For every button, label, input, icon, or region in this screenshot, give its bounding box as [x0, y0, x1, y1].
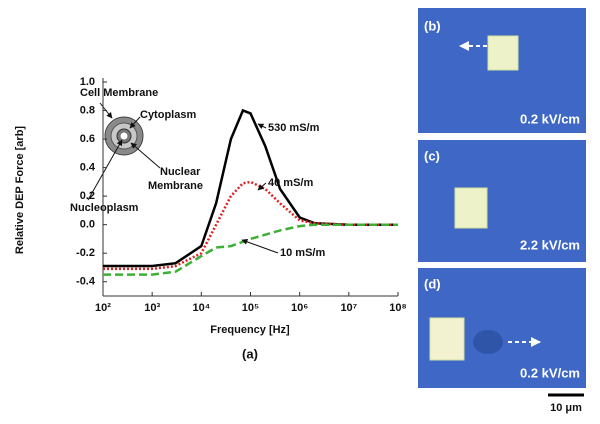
series-label: 10 mS/m — [280, 247, 325, 259]
series-line — [103, 108, 398, 268]
field-label: 0.2 kV/cm — [520, 111, 580, 126]
panel-label: (d) — [424, 276, 441, 291]
label-arrow — [241, 239, 279, 254]
x-tick-label: 10⁸ — [389, 302, 406, 314]
x-tick-label: 10³ — [144, 302, 160, 314]
y-tick-label: -0.4 — [76, 276, 96, 288]
y-tick-label: 0.0 — [80, 219, 95, 231]
x-tick-label: 10⁵ — [242, 302, 259, 314]
series-label: 40 mS/m — [268, 177, 313, 189]
field-label: 0.2 kV/cm — [520, 365, 580, 380]
annotation: Nucleoplasm — [70, 202, 139, 214]
y-tick-label: 0.6 — [80, 133, 95, 145]
scale-label: 10 μm — [550, 402, 582, 414]
annotation: Cell Membrane — [80, 87, 158, 99]
y-tick-label: 0.4 — [80, 162, 96, 174]
series-line — [103, 180, 398, 271]
y-tick-label: 1.0 — [80, 76, 95, 88]
x-tick-label: 10⁴ — [192, 302, 210, 314]
panel-label: (c) — [424, 148, 440, 163]
micrograph-d — [418, 268, 586, 388]
label-arrow — [257, 123, 267, 130]
field-label: 2.2 kV/cm — [520, 237, 580, 252]
x-tick-label: 10² — [95, 302, 111, 314]
x-tick-label: 10⁶ — [291, 302, 308, 314]
micrograph-b — [418, 8, 586, 133]
panel-label: (a) — [242, 346, 258, 361]
annotation: Nuclear — [160, 166, 201, 178]
label-arrow — [257, 182, 267, 191]
panel-label: (b) — [424, 18, 441, 33]
annotation: Membrane — [148, 180, 203, 192]
y-axis-label: Relative DEP Force [arb] — [14, 126, 26, 255]
y-tick-label: 0.8 — [80, 104, 95, 116]
x-axis-label: Frequency [Hz] — [210, 324, 290, 336]
series-label: 530 mS/m — [268, 122, 320, 134]
y-tick-label: 0.2 — [80, 190, 95, 202]
x-tick-label: 10⁷ — [340, 302, 357, 314]
y-tick-label: -0.2 — [76, 247, 95, 259]
micrograph-c — [418, 140, 586, 262]
annotation: Cytoplasm — [140, 109, 196, 121]
